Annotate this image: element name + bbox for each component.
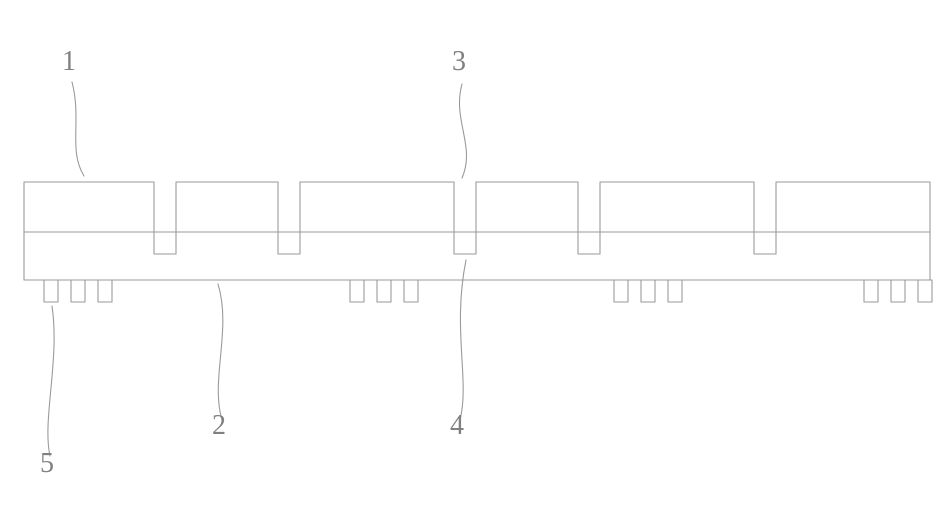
leader-4 bbox=[460, 260, 466, 420]
pin bbox=[377, 280, 391, 302]
cross-section bbox=[24, 182, 930, 280]
label-3: 3 bbox=[452, 46, 466, 77]
pin bbox=[404, 280, 418, 302]
pin bbox=[918, 280, 932, 302]
leader-2 bbox=[218, 284, 223, 420]
callouts: 1 3 2 4 5 bbox=[40, 46, 467, 479]
pin bbox=[98, 280, 112, 302]
pin bbox=[614, 280, 628, 302]
label-5: 5 bbox=[40, 448, 54, 479]
leader-3 bbox=[459, 84, 466, 178]
pin bbox=[71, 280, 85, 302]
pin bbox=[668, 280, 682, 302]
label-2: 2 bbox=[212, 410, 226, 441]
pin bbox=[641, 280, 655, 302]
pin bbox=[891, 280, 905, 302]
label-4: 4 bbox=[450, 410, 464, 441]
profile-outline bbox=[24, 182, 930, 280]
technical-diagram: 1 3 2 4 5 bbox=[0, 0, 952, 509]
leader-1 bbox=[72, 82, 84, 176]
label-1: 1 bbox=[62, 46, 76, 77]
leader-5 bbox=[48, 306, 54, 456]
pin bbox=[44, 280, 58, 302]
pin bbox=[350, 280, 364, 302]
pin-groups bbox=[44, 280, 932, 302]
pin bbox=[864, 280, 878, 302]
